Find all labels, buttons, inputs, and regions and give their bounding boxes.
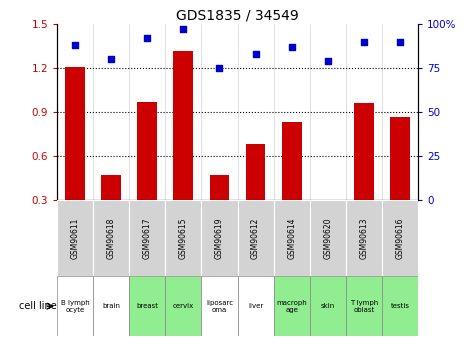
Text: GSM90612: GSM90612 (251, 217, 260, 259)
Text: skin: skin (321, 303, 335, 309)
Bar (382, 276, 418, 336)
Bar (382, 200, 418, 276)
Bar (93, 276, 129, 336)
Text: GSM90620: GSM90620 (323, 217, 332, 259)
Point (360, 39, 368, 45)
Bar (165, 276, 201, 336)
Text: B lymph
ocyte: B lymph ocyte (61, 300, 89, 313)
Point (180, 27, 187, 32)
Bar (93, 200, 129, 276)
Bar (246, 144, 266, 200)
Bar (57, 200, 93, 276)
Bar (346, 276, 382, 336)
Point (288, 44, 295, 50)
Bar (137, 102, 157, 200)
Bar (310, 200, 346, 276)
Bar (173, 51, 193, 200)
Text: GSM90616: GSM90616 (396, 217, 404, 259)
Text: liver: liver (248, 303, 263, 309)
Text: macroph
age: macroph age (276, 300, 307, 313)
Text: GSM90614: GSM90614 (287, 217, 296, 259)
Bar (274, 276, 310, 336)
Text: GSM90618: GSM90618 (107, 217, 115, 259)
Text: GSM90611: GSM90611 (71, 217, 79, 259)
Point (252, 51, 259, 57)
Bar (346, 200, 382, 276)
Text: cervix: cervix (173, 303, 194, 309)
Point (396, 39, 404, 45)
Bar (129, 200, 165, 276)
Bar (201, 200, 238, 276)
Text: breast: breast (136, 303, 158, 309)
Bar (274, 200, 310, 276)
Bar (354, 104, 374, 200)
Bar (65, 67, 85, 200)
Text: GSM90617: GSM90617 (143, 217, 152, 259)
Text: cell line: cell line (19, 301, 56, 311)
Point (143, 36, 151, 41)
Text: brain: brain (102, 303, 120, 309)
Text: testis: testis (390, 303, 409, 309)
Bar (209, 175, 229, 200)
Text: GSM90613: GSM90613 (360, 217, 368, 259)
Title: GDS1835 / 34549: GDS1835 / 34549 (176, 9, 299, 23)
Point (107, 57, 115, 62)
Text: liposarc
oma: liposarc oma (206, 300, 233, 313)
Bar (238, 200, 274, 276)
Bar (129, 276, 165, 336)
Bar (238, 276, 274, 336)
Bar (201, 276, 238, 336)
Bar (390, 117, 410, 200)
Bar (101, 175, 121, 200)
Bar (165, 200, 201, 276)
Point (324, 58, 332, 64)
Text: GSM90619: GSM90619 (215, 217, 224, 259)
Bar (310, 276, 346, 336)
Point (71, 42, 79, 48)
Point (216, 66, 223, 71)
Bar (57, 276, 93, 336)
Text: GSM90615: GSM90615 (179, 217, 188, 259)
Text: T lymph
oblast: T lymph oblast (350, 300, 378, 313)
Bar (282, 122, 302, 200)
